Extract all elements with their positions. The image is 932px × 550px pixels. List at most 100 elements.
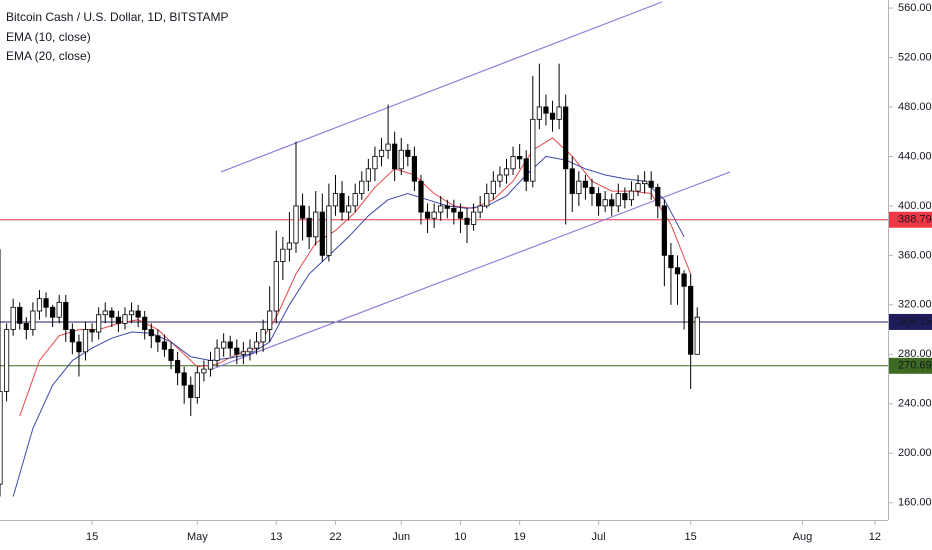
candle-body (326, 205, 332, 256)
candle-body (556, 106, 562, 120)
candle-body (306, 217, 312, 238)
candle-body (115, 316, 121, 324)
candle-body (260, 329, 266, 343)
candle-body (589, 186, 595, 194)
candle-body (359, 180, 365, 194)
candle-body (365, 168, 371, 182)
legend-entry: EMA (10, close) (6, 30, 91, 44)
candle-body (642, 180, 648, 185)
y-tick-label: 560.00 (898, 2, 932, 14)
candle-body (497, 174, 503, 182)
candle-body (319, 211, 325, 256)
x-tick-label: May (187, 531, 208, 543)
candle-body (253, 341, 260, 349)
x-tick-label: Aug (793, 531, 813, 543)
candle-body (214, 347, 220, 361)
candle-body (135, 310, 141, 318)
y-tick-label: 160.00 (898, 497, 932, 509)
candle-body (681, 273, 687, 287)
candle-body (477, 205, 483, 213)
candle-body (464, 217, 470, 225)
candle-body (17, 306, 23, 324)
candle-body (43, 298, 49, 308)
candle-body (293, 205, 299, 244)
chart-title: Bitcoin Cash / U.S. Dollar, 1D, BITSTAMP (6, 10, 229, 24)
candle-body (168, 348, 174, 361)
candle-body (128, 310, 135, 316)
candle-body (221, 341, 227, 349)
candle-body (609, 199, 615, 207)
candle-body (234, 347, 240, 355)
candle-body (102, 310, 108, 316)
candle-body (227, 341, 233, 349)
candle-body (694, 316, 700, 355)
price-label: 306.15 (898, 316, 932, 328)
candle-body (543, 106, 549, 114)
x-tick-label: 15 (685, 531, 697, 543)
x-tick-label: 12 (869, 531, 881, 543)
candle-body (595, 193, 602, 207)
candle-body (109, 310, 115, 318)
candle-body (411, 156, 418, 182)
candle-body (96, 314, 102, 333)
candle-body (122, 314, 128, 324)
x-tick-label: 22 (329, 531, 341, 543)
candle-body (530, 118, 536, 182)
candle-body (405, 149, 411, 157)
candle-body (674, 267, 681, 275)
y-tick-label: 320.00 (898, 299, 932, 311)
y-tick-label: 480.00 (898, 101, 932, 113)
y-tick-label: 200.00 (898, 447, 932, 459)
candle-body (181, 372, 187, 386)
candle-body (23, 322, 29, 330)
candle-body (247, 347, 253, 353)
legend-entry: EMA (20, close) (6, 49, 91, 63)
candle-body (299, 205, 306, 219)
candle-body (3, 329, 10, 392)
candle-body (582, 180, 589, 188)
x-tick-label: 15 (86, 531, 98, 543)
price-label: 270.69 (898, 360, 932, 372)
candle-body (89, 329, 95, 333)
candle-body (444, 205, 450, 209)
candle-body (372, 156, 378, 170)
candle-body (668, 254, 674, 269)
candle-body (655, 186, 661, 207)
x-tick-label: Jul (592, 531, 606, 543)
candle-body (174, 360, 181, 374)
candle-body (576, 180, 582, 194)
candle-body (194, 372, 200, 398)
y-tick-label: 280.00 (898, 348, 932, 360)
candle-body (36, 298, 43, 312)
candle-body (503, 168, 510, 176)
candle-body (622, 193, 628, 201)
candle-body (69, 329, 75, 343)
candle-body (523, 158, 529, 182)
y-tick-label: 240.00 (898, 398, 932, 410)
candle-body (628, 190, 635, 201)
price-label-box (889, 211, 932, 228)
candle-body (82, 329, 89, 353)
candle-body (392, 143, 398, 170)
candle-body (188, 384, 194, 398)
candle-body (63, 301, 69, 330)
y-tick-label: 400.00 (898, 200, 932, 212)
candle-body (517, 156, 523, 160)
candle-body (10, 306, 16, 330)
candle-body (267, 310, 273, 330)
candle-body (56, 301, 62, 318)
candle-body (339, 193, 345, 213)
x-tick-label: 10 (454, 531, 466, 543)
candle-body (457, 211, 464, 219)
candle-body (378, 149, 385, 157)
candle-body (385, 143, 391, 151)
candle-body (536, 106, 542, 120)
candle-body (332, 193, 339, 207)
y-tick-label: 520.00 (898, 51, 932, 63)
candle-body (313, 211, 319, 238)
candle-body (648, 180, 654, 188)
candle-body (418, 180, 424, 213)
